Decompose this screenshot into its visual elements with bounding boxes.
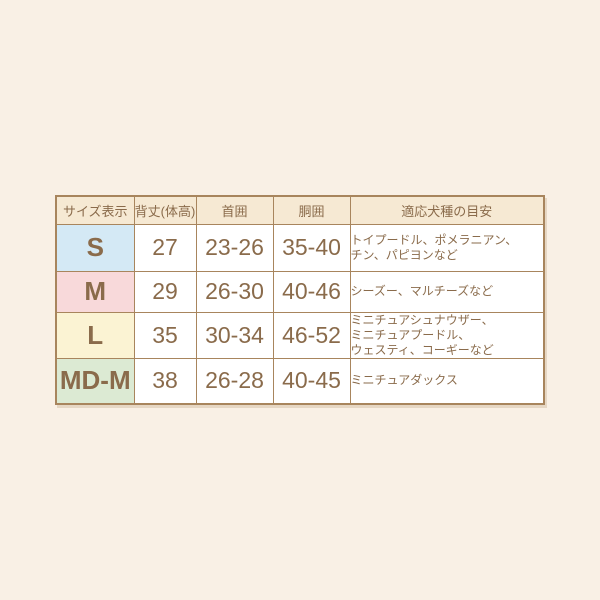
col-header-neck-girth: 首囲: [195, 195, 274, 225]
body-girth-cell: 40-45: [272, 357, 351, 405]
breeds-cell: ミニチュアダックス: [349, 357, 545, 405]
table-header: サイズ表示 背丈(体高) 首囲 胴囲 適応犬種の目安: [55, 195, 545, 225]
size-label-cell: M: [55, 270, 135, 313]
table-row: M 29 26-30 40-46 シーズー、マルチーズなど: [55, 270, 545, 313]
col-header-back-height: 背丈(体高): [133, 195, 197, 225]
size-chart-table: サイズ表示 背丈(体高) 首囲 胴囲 適応犬種の目安 S 27 23-26 35-40…: [55, 195, 545, 405]
breeds-cell: トイプードル、ポメラニアン、 チン、パピヨンなど: [349, 223, 545, 272]
col-header-body-girth: 胴囲: [272, 195, 351, 225]
col-header-breeds: 適応犬種の目安: [349, 195, 545, 225]
table-row: L 35 30-34 46-52 ミニチュアシュナウザー、 ミニチュアプードル、 ウェス…: [55, 311, 545, 359]
header-row: サイズ表示 背丈(体高) 首囲 胴囲 適応犬種の目安: [55, 195, 545, 225]
body-girth-cell: 46-52: [272, 311, 351, 359]
neck-girth-cell: 30-34: [195, 311, 274, 359]
back-height-cell: 38: [133, 357, 197, 405]
table-body: S 27 23-26 35-40 トイプードル、ポメラニアン、 チン、パピヨンなど M 29…: [55, 223, 545, 405]
body-girth-cell: 35-40: [272, 223, 351, 272]
neck-girth-cell: 23-26: [195, 223, 274, 272]
body-girth-cell: 40-46: [272, 270, 351, 313]
back-height-cell: 27: [133, 223, 197, 272]
table-row: MD-M 38 26-28 40-45 ミニチュアダックス: [55, 357, 545, 405]
breeds-cell: ミニチュアシュナウザー、 ミニチュアプードル、 ウェスティ、コーギーなど: [349, 311, 545, 359]
size-label-cell: L: [55, 311, 135, 359]
col-header-size: サイズ表示: [55, 195, 135, 225]
neck-girth-cell: 26-30: [195, 270, 274, 313]
size-label-cell: S: [55, 223, 135, 272]
size-chart-container: サイズ表示 背丈(体高) 首囲 胴囲 適応犬種の目安 S 27 23-26 35-40…: [55, 195, 545, 405]
breeds-cell: シーズー、マルチーズなど: [349, 270, 545, 313]
table-row: S 27 23-26 35-40 トイプードル、ポメラニアン、 チン、パピヨンなど: [55, 223, 545, 272]
back-height-cell: 35: [133, 311, 197, 359]
neck-girth-cell: 26-28: [195, 357, 274, 405]
back-height-cell: 29: [133, 270, 197, 313]
size-label-cell: MD-M: [55, 357, 135, 405]
